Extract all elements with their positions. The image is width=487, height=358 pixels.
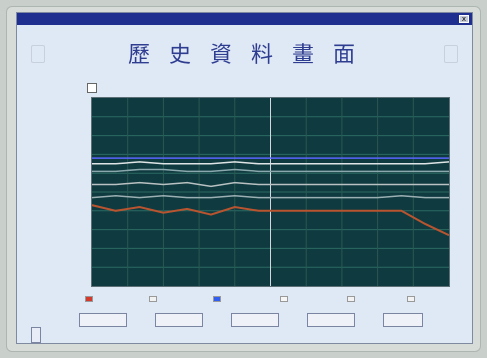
legend-item [407,296,418,302]
action-button-4[interactable] [307,313,355,327]
series-line-3 [92,181,449,188]
legend-item [280,296,291,302]
select-checkbox[interactable] [87,83,97,93]
action-button-3[interactable] [231,313,279,327]
legend-swatch [407,296,415,302]
action-button-row [79,313,450,327]
legend-swatch [280,296,288,302]
close-button[interactable]: x [459,15,469,23]
page-title: 歷 史 資 料 畫 面 [128,43,361,68]
legend [17,296,472,308]
x-axis-ticks [85,279,453,289]
legend-item [213,296,224,302]
header-left-button[interactable] [31,45,45,63]
series-line-1 [92,161,449,165]
legend-swatch [347,296,355,302]
title-bar: x [17,13,472,25]
action-button-5[interactable] [383,313,423,327]
series-line-2 [92,168,449,173]
legend-item [149,296,160,302]
bottom-left-button[interactable] [31,327,41,343]
app-window: x 歷 史 資 料 畫 面 [16,12,473,344]
legend-swatch [213,296,221,302]
action-button-1[interactable] [79,313,127,327]
legend-item [85,296,96,302]
legend-item [347,296,358,302]
series-line-5 [92,204,449,237]
legend-swatch [149,296,157,302]
right-axis-labels [451,97,465,285]
history-chart [91,97,450,287]
legend-swatch [85,296,93,302]
chart-svg [92,98,449,286]
action-button-2[interactable] [155,313,203,327]
series-line-4 [92,195,449,199]
header-right-button[interactable] [444,45,458,63]
